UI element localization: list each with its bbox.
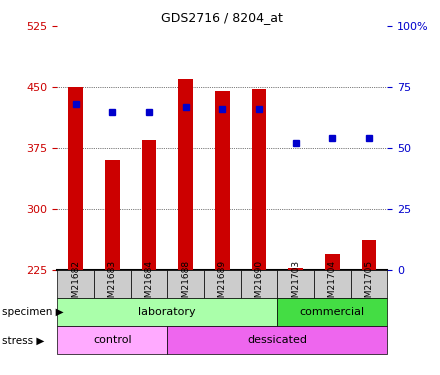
FancyBboxPatch shape — [277, 270, 314, 298]
Text: specimen ▶: specimen ▶ — [2, 307, 64, 317]
FancyBboxPatch shape — [277, 298, 387, 326]
Bar — [215, 91, 230, 270]
FancyBboxPatch shape — [241, 270, 277, 298]
FancyBboxPatch shape — [131, 270, 167, 298]
Bar — [105, 160, 120, 270]
Bar — [178, 79, 193, 270]
FancyBboxPatch shape — [351, 270, 387, 298]
FancyBboxPatch shape — [57, 270, 94, 298]
Text: GSM21704: GSM21704 — [328, 260, 337, 309]
Bar — [288, 268, 303, 270]
FancyBboxPatch shape — [167, 270, 204, 298]
Text: GSM21689: GSM21689 — [218, 260, 227, 309]
FancyBboxPatch shape — [167, 326, 387, 354]
Text: GSM21682: GSM21682 — [71, 260, 80, 309]
Bar — [325, 254, 340, 270]
FancyBboxPatch shape — [204, 270, 241, 298]
FancyBboxPatch shape — [314, 270, 351, 298]
FancyBboxPatch shape — [57, 326, 167, 354]
Text: stress ▶: stress ▶ — [2, 335, 44, 345]
Text: GSM21690: GSM21690 — [254, 260, 264, 309]
Bar — [142, 140, 156, 270]
FancyBboxPatch shape — [57, 298, 277, 326]
Title: GDS2716 / 8204_at: GDS2716 / 8204_at — [161, 11, 283, 24]
Text: dessicated: dessicated — [247, 335, 307, 345]
Text: GSM21703: GSM21703 — [291, 260, 300, 309]
Text: commercial: commercial — [300, 307, 365, 317]
Text: GSM21684: GSM21684 — [144, 260, 154, 309]
Text: control: control — [93, 335, 132, 345]
Text: GSM21705: GSM21705 — [364, 260, 374, 309]
Text: GSM21683: GSM21683 — [108, 260, 117, 309]
Bar — [252, 89, 266, 270]
Text: GSM21688: GSM21688 — [181, 260, 190, 309]
Bar — [362, 240, 376, 270]
Text: laboratory: laboratory — [139, 307, 196, 317]
FancyBboxPatch shape — [94, 270, 131, 298]
Bar — [68, 87, 83, 270]
